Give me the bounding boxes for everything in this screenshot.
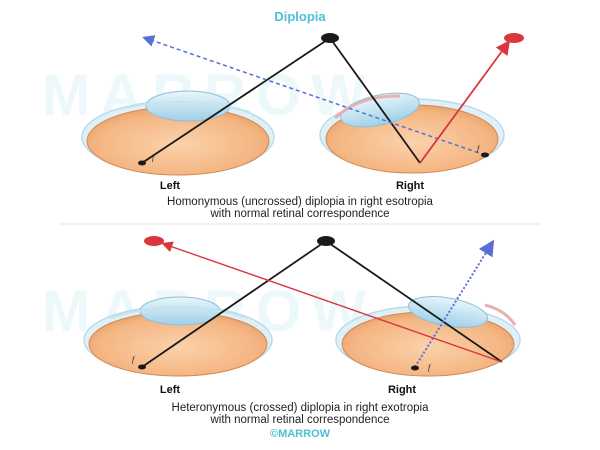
brand-logo: ©MARROW [269, 428, 331, 440]
top-right-visual-axis [329, 37, 421, 164]
top-object-point [321, 33, 339, 43]
top-right-eye [319, 92, 505, 174]
bottom-caption-line2: with normal retinal correspondence [210, 414, 390, 426]
bottom-image-ray [161, 241, 503, 363]
top-left-eye [81, 90, 275, 176]
top-left-visual-axis [141, 37, 331, 164]
top-right-eye-label: Right [395, 180, 425, 192]
top-caption-line1: Homonymous (uncrossed) diplopia in right… [167, 196, 433, 208]
bottom-right-eye [335, 296, 521, 377]
top-false-image-point [504, 33, 524, 43]
top-projection-dashed [142, 35, 486, 156]
bottom-left-eye-label: Left [159, 384, 181, 396]
bottom-right-eye-label: Right [387, 384, 417, 396]
top-left-eye-label: Left [159, 180, 181, 192]
diagram-title: Diplopia [274, 9, 326, 24]
top-left-fovea [138, 160, 146, 166]
top-right-fovea-label: f [477, 144, 481, 153]
bottom-left-visual-axis [141, 240, 327, 368]
bottom-object-point [317, 236, 335, 246]
bottom-caption: Heteronymous (crossed) diplopia in right… [60, 402, 540, 426]
bottom-projection-dotted [414, 239, 495, 368]
bottom-right-visual-axis [325, 240, 503, 363]
bottom-right-fovea-label: f [428, 363, 432, 372]
top-left-fovea-label: f [152, 153, 156, 162]
top-caption-line2: with normal retinal correspondence [210, 208, 390, 220]
bottom-right-fovea [411, 365, 419, 371]
bottom-false-image-point [144, 236, 164, 246]
top-caption: Homonymous (uncrossed) diplopia in right… [60, 196, 540, 220]
bottom-left-fovea [138, 364, 146, 370]
bottom-caption-line1: Heteronymous (crossed) diplopia in right… [171, 402, 429, 414]
bottom-left-eye [83, 296, 273, 377]
top-right-fovea [481, 152, 489, 158]
bottom-left-fovea-label: f [132, 355, 136, 364]
top-image-ray [419, 40, 511, 164]
